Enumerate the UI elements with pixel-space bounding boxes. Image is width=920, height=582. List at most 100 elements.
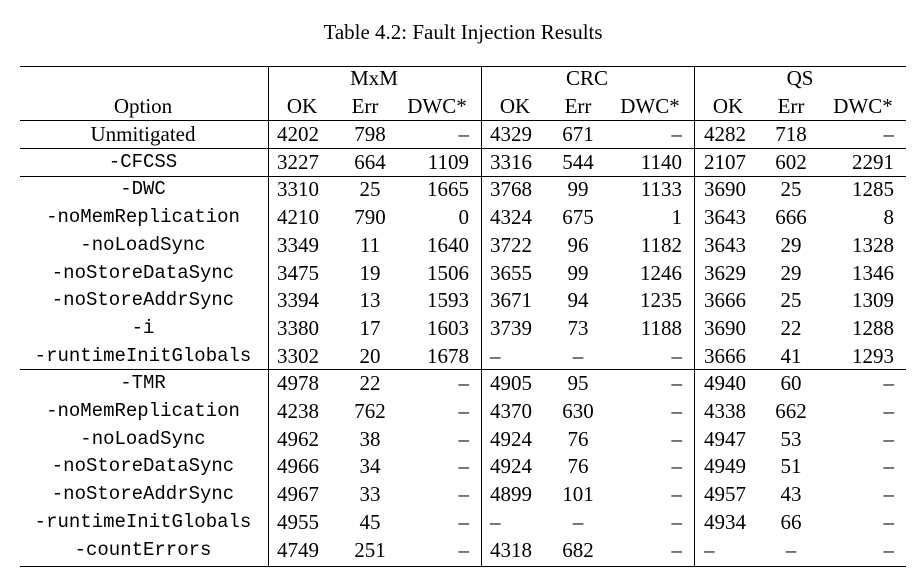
bottom-rule (20, 566, 906, 567)
value-cell: 3690 (704, 177, 746, 202)
option-cell: -runtimeInitGlobals (34, 510, 252, 533)
option-cell: -countErrors (74, 538, 212, 561)
value-cell: – (704, 537, 715, 562)
value-cell: 94 (567, 288, 589, 313)
value-cell: 11 (359, 232, 381, 257)
value-cell: 3722 (490, 232, 532, 257)
value-cell: – (883, 482, 895, 507)
value-cell: 3643 (704, 232, 746, 257)
value-cell: – (785, 537, 797, 562)
option-cell: -runtimeInitGlobals (34, 344, 252, 367)
value-cell: 29 (780, 232, 802, 257)
value-cell: 1293 (852, 343, 894, 368)
value-cell: – (458, 399, 470, 423)
value-cell: 1 (671, 205, 683, 230)
option-cell: -TMR (120, 372, 166, 395)
value-cell: – (458, 509, 470, 534)
value-cell: – (671, 371, 683, 396)
value-cell: 3643 (704, 205, 746, 230)
value-cell: 22 (359, 371, 381, 396)
value-cell: 630 (562, 399, 594, 423)
group-rule (20, 175, 906, 177)
value-cell: – (883, 537, 895, 562)
value-cell: 4947 (704, 426, 746, 451)
value-cell: 1640 (427, 232, 469, 257)
option-cell: Unmitigated (90, 122, 196, 146)
value-cell: 4282 (704, 122, 746, 146)
value-cell: 95 (567, 371, 589, 396)
option-cell: -noMemReplication (46, 400, 240, 422)
value-cell: 3690 (704, 315, 746, 340)
value-cell: – (671, 537, 683, 562)
value-cell: 34 (359, 454, 381, 479)
column-header: DWC* (620, 94, 680, 118)
value-cell: 1288 (852, 315, 894, 340)
value-cell: 51 (780, 454, 802, 479)
value-cell: 3302 (277, 343, 319, 368)
value-cell: 602 (775, 149, 807, 174)
value-cell: – (572, 509, 584, 534)
value-cell: 4905 (490, 371, 532, 396)
value-cell: 3666 (704, 343, 746, 368)
value-cell: 76 (567, 454, 589, 479)
value-cell: 41 (780, 343, 802, 368)
value-cell: 0 (458, 205, 470, 230)
value-cell: – (458, 537, 470, 562)
value-cell: – (671, 509, 683, 534)
value-cell: 675 (562, 205, 594, 230)
value-cell: 4238 (277, 399, 319, 423)
value-cell: 4318 (490, 537, 532, 562)
value-cell: 38 (359, 426, 381, 451)
value-cell: – (671, 399, 683, 423)
value-cell: 1665 (427, 177, 469, 202)
value-cell: 2291 (852, 149, 894, 174)
value-cell: 3380 (277, 315, 319, 340)
value-cell: 13 (359, 288, 381, 313)
value-cell: 3655 (490, 260, 532, 285)
value-cell: 1188 (640, 315, 682, 340)
column-rule (694, 66, 695, 566)
value-cell: 20 (359, 343, 381, 368)
value-cell: 4955 (277, 509, 319, 534)
value-cell: 1140 (640, 149, 682, 174)
value-cell: 664 (354, 149, 386, 174)
value-cell: 3227 (277, 149, 319, 174)
group-rule (20, 369, 906, 371)
column-header: Err (564, 94, 592, 118)
column-header: Err (351, 94, 379, 118)
value-cell: 4966 (277, 454, 319, 479)
value-cell: 4749 (277, 537, 319, 562)
value-cell: 17 (359, 315, 381, 340)
value-cell: 99 (567, 260, 589, 285)
value-cell: 1133 (640, 177, 682, 202)
column-rule (268, 66, 269, 566)
value-cell: 33 (359, 482, 381, 507)
value-cell: 1506 (427, 260, 469, 285)
value-cell: 25 (780, 177, 802, 202)
value-cell: 682 (562, 537, 594, 562)
value-cell: 4940 (704, 371, 746, 396)
column-header: DWC* (407, 94, 467, 118)
value-cell: 29 (780, 260, 802, 285)
value-cell: 1346 (852, 260, 894, 285)
top-rule (20, 66, 906, 67)
value-cell: 3316 (490, 149, 532, 174)
value-cell: 4899 (490, 482, 532, 507)
option-cell: -noLoadSync (80, 427, 206, 450)
value-cell: 96 (567, 232, 589, 257)
value-cell: 3671 (490, 288, 532, 313)
option-cell: -noStoreAddrSync (51, 289, 235, 312)
value-cell: 45 (359, 509, 381, 534)
column-header: OK (286, 94, 318, 118)
value-cell: 1285 (852, 177, 894, 202)
value-cell: – (883, 454, 895, 479)
value-cell: – (883, 122, 895, 146)
group-header: QS (786, 66, 814, 90)
value-cell: 4202 (277, 122, 319, 146)
value-cell: 4957 (704, 482, 746, 507)
value-cell: – (458, 454, 470, 479)
option-cell: -i (131, 316, 155, 339)
value-cell: – (671, 482, 683, 507)
value-cell: – (458, 122, 470, 146)
value-cell: 4210 (277, 205, 319, 230)
